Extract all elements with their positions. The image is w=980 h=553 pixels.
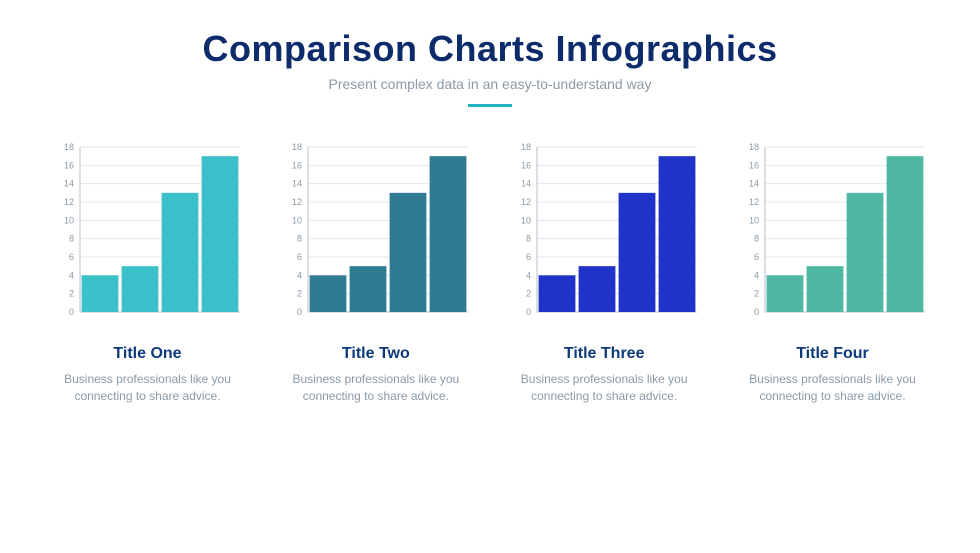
bar (82, 275, 119, 312)
chart-title: Title Four (796, 345, 869, 363)
bar (350, 266, 387, 312)
ytick-label: 18 (292, 142, 302, 152)
ytick-label: 8 (754, 234, 759, 244)
ytick-label: 0 (526, 307, 531, 317)
bar-chart: 0 2 4 6 8 10 12 14 16 18 (507, 137, 702, 327)
bar-chart: 0 2 4 6 8 10 12 14 16 18 (50, 137, 245, 327)
ytick-label: 6 (526, 252, 531, 262)
ytick-label: 14 (292, 179, 302, 189)
ytick-label: 10 (64, 215, 74, 225)
ytick-label: 2 (297, 289, 302, 299)
chart-description: Business professionals like you connecti… (519, 371, 689, 406)
ytick-label: 12 (749, 197, 759, 207)
chart-column: 0 2 4 6 8 10 12 14 16 18 Title Three Business profe… (507, 137, 702, 406)
chart-description: Business professionals like you connecti… (747, 371, 917, 406)
ytick-label: 2 (754, 289, 759, 299)
ytick-label: 16 (64, 160, 74, 170)
chart-title: Title One (113, 345, 181, 363)
ytick-label: 4 (69, 270, 74, 280)
charts-row: 0 2 4 6 8 10 12 14 16 18 Title One Business profess… (0, 107, 980, 406)
bar (887, 156, 924, 312)
ytick-label: 6 (297, 252, 302, 262)
bar (767, 275, 804, 312)
bar (658, 156, 695, 312)
bar-chart: 0 2 4 6 8 10 12 14 16 18 (278, 137, 473, 327)
ytick-label: 6 (754, 252, 759, 262)
bar (430, 156, 467, 312)
ytick-label: 14 (521, 179, 531, 189)
chart-column: 0 2 4 6 8 10 12 14 16 18 Title One Business profess… (50, 137, 245, 406)
ytick-label: 6 (69, 252, 74, 262)
bar (202, 156, 239, 312)
ytick-label: 14 (64, 179, 74, 189)
page: Comparison Charts Infographics Present c… (0, 0, 980, 553)
bar (538, 275, 575, 312)
ytick-label: 0 (297, 307, 302, 317)
ytick-label: 12 (521, 197, 531, 207)
ytick-label: 10 (521, 215, 531, 225)
ytick-label: 4 (297, 270, 302, 280)
ytick-label: 2 (69, 289, 74, 299)
ytick-label: 8 (526, 234, 531, 244)
ytick-label: 10 (749, 215, 759, 225)
ytick-label: 14 (749, 179, 759, 189)
ytick-label: 4 (526, 270, 531, 280)
ytick-label: 12 (292, 197, 302, 207)
chart-column: 0 2 4 6 8 10 12 14 16 18 Title Four Business profes… (735, 137, 930, 406)
ytick-label: 18 (749, 142, 759, 152)
ytick-label: 18 (64, 142, 74, 152)
bar (807, 266, 844, 312)
ytick-label: 16 (292, 160, 302, 170)
ytick-label: 18 (521, 142, 531, 152)
ytick-label: 12 (64, 197, 74, 207)
ytick-label: 8 (297, 234, 302, 244)
bar (310, 275, 347, 312)
bar (847, 193, 884, 312)
chart-description: Business professionals like you connecti… (63, 371, 233, 406)
ytick-label: 2 (526, 289, 531, 299)
ytick-label: 8 (69, 234, 74, 244)
bar (578, 266, 615, 312)
chart-title: Title Three (564, 345, 645, 363)
page-subtitle: Present complex data in an easy-to-under… (0, 76, 980, 92)
ytick-label: 10 (292, 215, 302, 225)
chart-description: Business professionals like you connecti… (291, 371, 461, 406)
bar (618, 193, 655, 312)
ytick-label: 4 (754, 270, 759, 280)
bar (162, 193, 199, 312)
bar-chart: 0 2 4 6 8 10 12 14 16 18 (735, 137, 930, 327)
chart-column: 0 2 4 6 8 10 12 14 16 18 Title Two Business profess… (278, 137, 473, 406)
ytick-label: 0 (69, 307, 74, 317)
ytick-label: 0 (754, 307, 759, 317)
page-title: Comparison Charts Infographics (0, 28, 980, 70)
ytick-label: 16 (749, 160, 759, 170)
ytick-label: 16 (521, 160, 531, 170)
chart-title: Title Two (342, 345, 410, 363)
bar (122, 266, 159, 312)
bar (390, 193, 427, 312)
